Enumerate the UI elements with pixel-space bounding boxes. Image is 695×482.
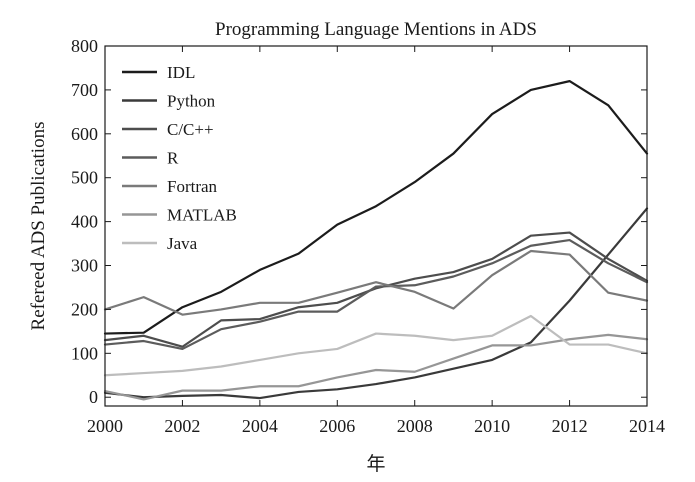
legend-label: IDL	[167, 63, 195, 82]
legend-item-matlab: MATLAB	[122, 206, 237, 225]
y-tick-label: 100	[71, 343, 98, 363]
legend-label: Fortran	[167, 177, 218, 196]
y-tick-label: 200	[71, 299, 98, 319]
legend-item-python: Python	[122, 92, 216, 111]
legend-item-r: R	[122, 149, 179, 168]
legend-label: Java	[167, 234, 198, 253]
legend-item-idl: IDL	[122, 63, 195, 82]
x-tick-label: 2000	[87, 416, 123, 436]
series-matlab	[103, 333, 649, 401]
y-tick-label: 800	[71, 36, 98, 56]
legend-label: R	[167, 149, 179, 168]
axis-ticks: 2000 2002 2004 2006 2008 2010 2012 2014 0 100 200 3…	[71, 36, 665, 436]
series-java	[103, 314, 649, 377]
x-tick-label: 2002	[164, 416, 200, 436]
x-tick-label: 2004	[242, 416, 278, 436]
legend-label: Python	[167, 92, 216, 111]
y-axis-title: Refereed ADS Publications	[28, 122, 49, 331]
plot-frame	[104, 45, 648, 407]
legend: IDL Python C/C++ R Fortran MATLAB Java	[122, 63, 237, 253]
y-tick-label: 600	[71, 124, 98, 144]
x-tick-label: 2008	[397, 416, 433, 436]
legend-item-c-c: C/C++	[122, 120, 214, 139]
plot-area-border	[104, 45, 648, 407]
y-tick-label: 700	[71, 80, 98, 100]
x-axis-title: 年	[366, 453, 385, 475]
chart-title: Programming Language Mentions in ADS	[215, 19, 537, 40]
x-tick-label: 2010	[474, 416, 510, 436]
y-tick-label: 400	[71, 212, 98, 232]
x-tick-label: 2014	[629, 416, 665, 436]
y-tick-label: 0	[89, 387, 98, 407]
x-tick-label: 2012	[552, 416, 588, 436]
legend-item-java: Java	[122, 234, 198, 253]
legend-item-fortran: Fortran	[122, 177, 218, 196]
y-tick-label: 300	[71, 256, 98, 276]
x-tick-label: 2006	[319, 416, 355, 436]
legend-label: C/C++	[167, 120, 214, 139]
series-line-java	[103, 314, 649, 377]
y-tick-label: 500	[71, 168, 98, 188]
series-layer	[103, 80, 649, 401]
legend-label: MATLAB	[167, 206, 237, 225]
